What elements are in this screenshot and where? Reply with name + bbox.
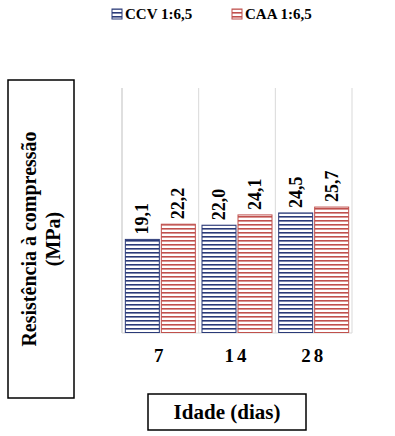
legend-label: CCV 1:6,5	[125, 6, 192, 22]
y-label-box	[8, 80, 74, 398]
legend-label: CAA 1:6,5	[245, 6, 312, 22]
bar	[315, 207, 349, 333]
bar	[279, 213, 313, 333]
y-axis-label: Resistência à compressão(MPa)	[18, 131, 65, 346]
x-tick-label: 28	[301, 345, 326, 366]
bar	[202, 225, 236, 333]
bar	[238, 215, 272, 333]
chart: 19,1 22,2 7 22,0 24,1 14 24,5 25,7 28 CCV 1:6,5 CA…	[0, 0, 395, 436]
x-tick-label: 7	[154, 345, 167, 366]
legend-swatch	[232, 9, 242, 19]
data-label: 19,1	[132, 203, 152, 235]
x-axis-label: Idade (dias)	[174, 400, 281, 424]
bar	[125, 239, 159, 333]
bars	[125, 207, 348, 333]
x-tick-label: 14	[225, 345, 250, 366]
bar	[161, 224, 195, 333]
category-separator	[352, 88, 353, 333]
data-label: 25,7	[322, 171, 342, 203]
y-axis-line	[122, 88, 123, 333]
y-axis-label-line: (MPa)	[42, 212, 65, 266]
data-label: 24,5	[286, 176, 306, 208]
data-label: 24,1	[245, 178, 265, 210]
y-axis-label-line: Resistência à compressão	[18, 131, 41, 346]
x-label-box	[148, 394, 306, 430]
data-label: 22,2	[168, 188, 188, 220]
data-label: 22,0	[209, 189, 229, 221]
category-separator	[198, 88, 199, 333]
category-separator	[275, 88, 276, 333]
legend-swatch	[112, 9, 122, 19]
